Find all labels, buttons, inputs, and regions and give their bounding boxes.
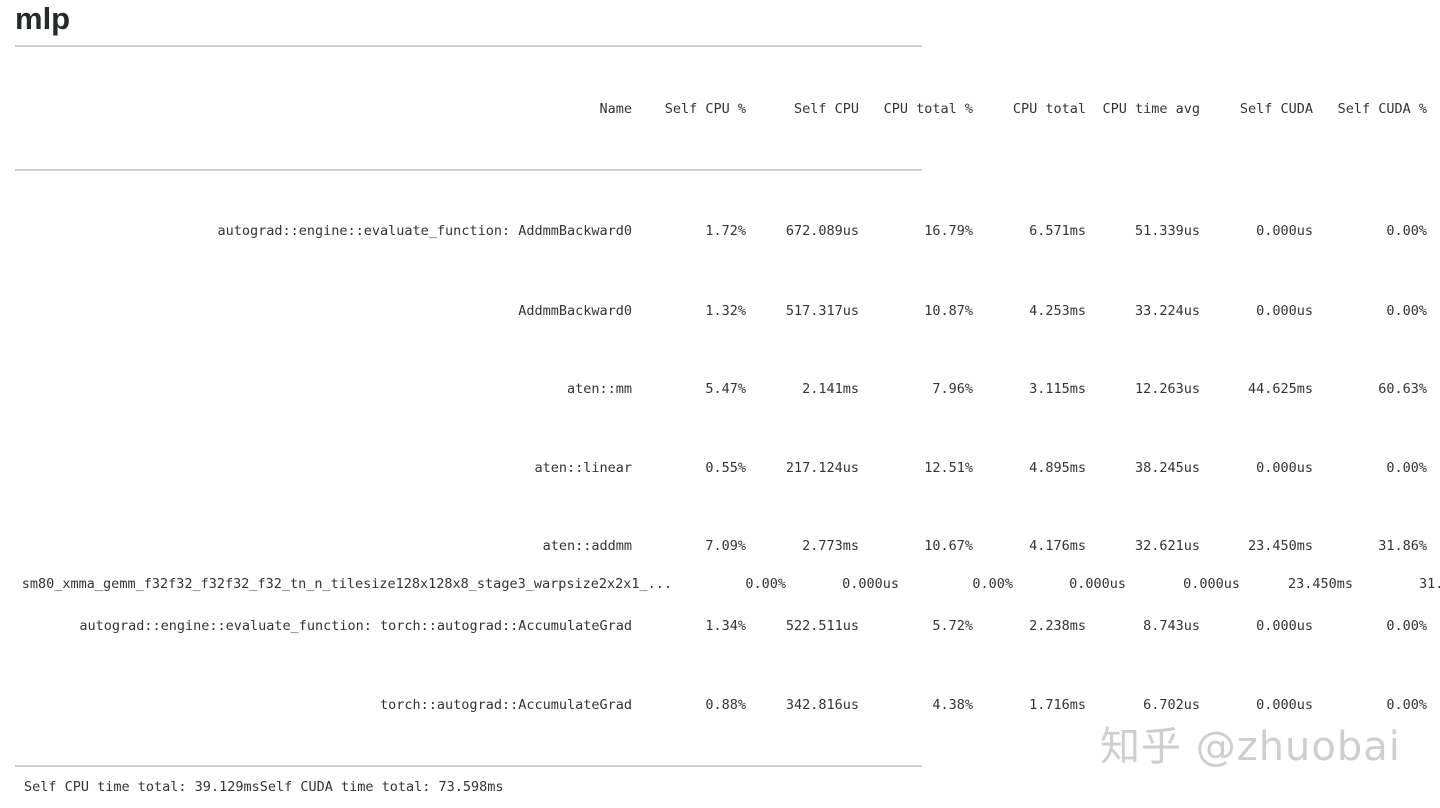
row-self-cuda: 0.000us — [1256, 618, 1313, 634]
row-name: autograd::engine::evaluate_function: Add… — [217, 223, 632, 239]
row-cpu-time-avg: 0.000us — [1183, 576, 1240, 592]
row-cpu-total: 0.000us — [1069, 576, 1126, 592]
row-cpu-total-pct: 0.00% — [972, 576, 1013, 592]
title-divider — [15, 45, 922, 47]
row-cpu-total: 4.176ms — [1029, 538, 1086, 554]
column-header-self-cpu: Self CPU — [793, 101, 859, 117]
row-cpu-total-pct: 10.87% — [924, 303, 973, 319]
row-name: sm80_xmma_gemm_f32f32_f32f32_f32_tn_n_ti… — [21, 576, 672, 592]
row-cpu-total-pct: 4.38% — [932, 697, 973, 713]
row-self-cuda-pct: 0.00% — [1386, 697, 1427, 713]
row-cpu-time-avg: 6.702us — [1143, 697, 1200, 713]
row-self-cuda: 44.625ms — [1247, 381, 1313, 397]
row-self-cpu-pct: 0.88% — [705, 697, 746, 713]
watermark: 知乎 @zhuobai — [1100, 724, 1401, 770]
row-self-cpu: 517.317us — [785, 303, 859, 319]
row-name: aten::mm — [566, 381, 632, 397]
row-self-cuda: 0.000us — [1256, 303, 1313, 319]
row-self-cpu-pct: 7.09% — [705, 538, 746, 554]
row-self-cuda: 23.450ms — [1287, 576, 1353, 592]
row-cpu-total: 4.895ms — [1029, 460, 1086, 476]
row-cpu-time-avg: 38.245us — [1134, 460, 1200, 476]
row-cpu-total-pct: 12.51% — [924, 460, 973, 476]
row-self-cpu: 342.816us — [785, 697, 859, 713]
row-name: AddmmBackward0 — [518, 303, 632, 319]
row-cpu-total-pct: 7.96% — [932, 381, 973, 397]
page-title: mlp — [15, 1, 71, 36]
row-name: aten::linear — [534, 460, 632, 476]
row-name: torch::autograd::AccumulateGrad — [380, 697, 632, 713]
row-self-cuda-pct: 0.00% — [1386, 460, 1427, 476]
profiler-summary: Self CPU time total: 39.129msSelf CUDA t… — [24, 779, 504, 795]
row-self-cuda-pct: 31.86% — [1378, 538, 1427, 554]
row-cpu-time-avg: 12.263us — [1134, 381, 1200, 397]
row-self-cpu: 522.511us — [785, 618, 859, 634]
row-cpu-time-avg: 8.743us — [1143, 618, 1200, 634]
column-header-self-cuda: Self CUDA — [1239, 101, 1313, 117]
row-self-cpu: 217.124us — [785, 460, 859, 476]
column-header-self-cuda-pct: Self CUDA % — [1337, 101, 1427, 117]
row-cpu-total-pct: 16.79% — [924, 223, 973, 239]
row-name: aten::addmm — [542, 538, 632, 554]
row-cpu-total: 2.238ms — [1029, 618, 1086, 634]
row-self-cpu-pct: 1.34% — [705, 618, 746, 634]
row-self-cpu: 672.089us — [785, 223, 859, 239]
column-header-cpu-total: CPU total — [1012, 101, 1086, 117]
column-header-cpu-time-avg: CPU time avg — [1102, 101, 1200, 117]
row-cpu-total-pct: 10.67% — [924, 538, 973, 554]
row-self-cpu-pct: 1.32% — [705, 303, 746, 319]
row-cpu-total: 1.716ms — [1029, 697, 1086, 713]
row-self-cpu: 2.141ms — [802, 381, 859, 397]
row-self-cuda-pct: 0.00% — [1386, 618, 1427, 634]
row-self-cuda-pct: 0.00% — [1386, 303, 1427, 319]
row-self-cuda-pct: 60.63% — [1378, 381, 1427, 397]
row-self-cpu: 2.773ms — [802, 538, 859, 554]
column-header-self-cpu-pct: Self CPU % — [664, 101, 746, 117]
table-bottom-divider — [15, 765, 922, 767]
row-self-cuda: 23.450ms — [1247, 538, 1313, 554]
row-cpu-time-avg: 33.224us — [1134, 303, 1200, 319]
row-self-cpu-pct: 0.55% — [705, 460, 746, 476]
row-self-cuda: 0.000us — [1256, 697, 1313, 713]
row-self-cpu-pct: 0.00% — [745, 576, 786, 592]
row-self-cpu-pct: 1.72% — [705, 223, 746, 239]
row-self-cpu: 0.000us — [842, 576, 899, 592]
row-cpu-time-avg: 32.621us — [1134, 538, 1200, 554]
column-header-cpu-total-pct: CPU total % — [883, 101, 973, 117]
row-cpu-time-avg: 51.339us — [1134, 223, 1200, 239]
row-name: autograd::engine::evaluate_function: tor… — [79, 618, 632, 634]
row-self-cuda: 0.000us — [1256, 460, 1313, 476]
row-cpu-total: 3.115ms — [1029, 381, 1086, 397]
header-divider — [15, 169, 922, 171]
row-self-cuda-pct: 31. — [1419, 576, 1440, 592]
row-cpu-total: 6.571ms — [1029, 223, 1086, 239]
row-self-cpu-pct: 5.47% — [705, 381, 746, 397]
row-cpu-total-pct: 5.72% — [932, 618, 973, 634]
row-self-cuda-pct: 0.00% — [1386, 223, 1427, 239]
row-cpu-total: 4.253ms — [1029, 303, 1086, 319]
column-header-name: Name — [599, 101, 632, 117]
row-self-cuda: 0.000us — [1256, 223, 1313, 239]
